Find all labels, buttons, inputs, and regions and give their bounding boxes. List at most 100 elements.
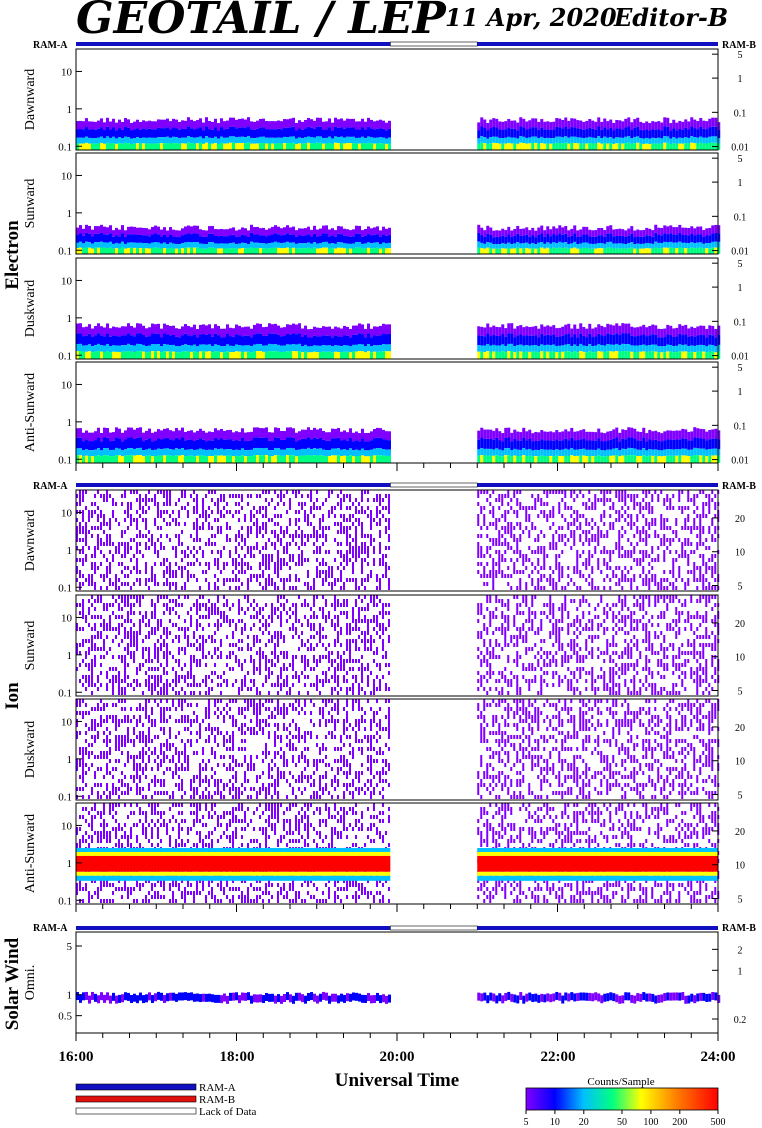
heatmap-cell <box>127 343 130 352</box>
heatmap-cell <box>217 562 219 566</box>
heatmap-cell <box>337 242 340 248</box>
heatmap-cell <box>106 227 109 235</box>
heatmap-cell <box>121 432 124 442</box>
heatmap-cell <box>109 336 112 346</box>
heatmap-cell <box>139 143 142 150</box>
heatmap-cell <box>717 241 721 248</box>
heatmap-cell <box>591 582 594 586</box>
heatmap-cell <box>196 534 198 538</box>
heatmap-cell <box>540 344 544 352</box>
heatmap-cell <box>136 534 138 538</box>
heatmap-cell <box>97 534 99 538</box>
heatmap-cell <box>642 437 646 449</box>
heatmap-cell <box>675 242 679 248</box>
heatmap-cell <box>639 326 643 336</box>
heatmap-cell <box>193 506 195 510</box>
heatmap-cell <box>552 522 555 526</box>
heatmap-cell <box>642 526 645 530</box>
heatmap-cell <box>618 566 621 570</box>
heatmap-cell <box>205 334 208 345</box>
heatmap-cell <box>268 121 271 130</box>
heatmap-cell <box>127 323 130 334</box>
heatmap-cell <box>121 345 124 352</box>
heatmap-cell <box>307 226 310 235</box>
heatmap-cell <box>256 518 258 522</box>
heatmap-cell <box>555 582 558 586</box>
heatmap-cell <box>675 439 679 450</box>
heatmap-cell <box>145 336 148 347</box>
heatmap-cell <box>525 121 529 130</box>
heatmap-cell <box>492 344 496 352</box>
heatmap-cell <box>151 578 153 582</box>
heatmap-cell <box>160 248 163 254</box>
heatmap-cell <box>241 570 243 574</box>
heatmap-cell <box>79 490 81 494</box>
heatmap-cell <box>214 344 217 352</box>
heatmap-cell <box>675 143 679 150</box>
heatmap-cell <box>97 128 100 138</box>
heatmap-cell <box>286 578 288 582</box>
heatmap-cell <box>217 455 220 463</box>
heatmap-cell <box>325 247 328 254</box>
heatmap-cell <box>340 226 343 235</box>
heatmap-cell <box>376 234 379 243</box>
heatmap-cell <box>588 550 591 554</box>
heatmap-cell <box>352 118 355 128</box>
heatmap-cell <box>669 138 673 144</box>
heatmap-cell <box>672 562 675 566</box>
heatmap-cell <box>265 345 268 352</box>
heatmap-cell <box>262 514 264 518</box>
heatmap-cell <box>313 242 316 248</box>
heatmap-cell <box>579 490 582 494</box>
heatmap-cell <box>136 550 138 554</box>
heatmap-cell <box>379 448 382 456</box>
heatmap-cell <box>160 514 162 518</box>
heatmap-cell <box>489 429 493 439</box>
heatmap-cell <box>187 562 189 566</box>
heatmap-cell <box>295 248 298 254</box>
heatmap-cell <box>585 534 588 538</box>
heatmap-cell <box>310 586 312 590</box>
heatmap-cell <box>244 441 247 451</box>
heatmap-cell <box>361 582 363 586</box>
heatmap-cell <box>534 538 537 542</box>
heatmap-cell <box>145 129 148 138</box>
heatmap-cell <box>510 574 513 578</box>
heatmap-cell <box>498 230 502 238</box>
heatmap-cell <box>714 328 718 338</box>
heatmap-cell <box>507 242 511 248</box>
heatmap-cell <box>477 542 480 546</box>
heatmap-cell <box>127 242 130 248</box>
heatmap-cell <box>504 352 508 359</box>
heatmap-cell <box>214 586 216 590</box>
heatmap-cell <box>184 490 186 494</box>
heatmap-cell <box>130 448 133 456</box>
heatmap-cell <box>193 538 195 542</box>
heatmap-cell <box>301 438 304 449</box>
heatmap-cell <box>546 325 550 335</box>
heatmap-cell <box>331 130 334 139</box>
heatmap-cell <box>612 522 615 526</box>
heatmap-cell <box>241 248 244 254</box>
heatmap-cell <box>483 230 487 237</box>
heatmap-cell <box>582 542 585 546</box>
heatmap-cell <box>537 558 540 562</box>
heatmap-cell <box>612 502 615 506</box>
heatmap-cell <box>489 137 493 144</box>
heatmap-cell <box>223 248 226 254</box>
heatmap-cell <box>477 554 480 558</box>
heatmap-cell <box>621 351 625 359</box>
heatmap-cells <box>76 490 720 590</box>
heatmap-cell <box>145 546 147 550</box>
heatmap-cell <box>193 450 196 457</box>
heatmap-cell <box>178 328 181 338</box>
heatmap-cell <box>567 506 570 510</box>
heatmap-cell <box>513 510 516 514</box>
heatmap-cell <box>223 562 225 566</box>
heatmap-cell <box>361 334 364 345</box>
heatmap-cell <box>331 438 334 449</box>
heatmap-cell <box>187 345 190 352</box>
date-label: 11 Apr, 2020 <box>445 3 617 32</box>
heatmap-cell <box>262 242 265 249</box>
heatmap-cell <box>325 574 327 578</box>
